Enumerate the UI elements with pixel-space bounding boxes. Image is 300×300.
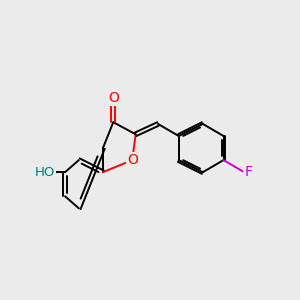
Text: O: O	[127, 153, 138, 167]
Text: HO: HO	[34, 166, 55, 179]
Text: F: F	[244, 165, 252, 179]
Text: O: O	[108, 91, 119, 105]
